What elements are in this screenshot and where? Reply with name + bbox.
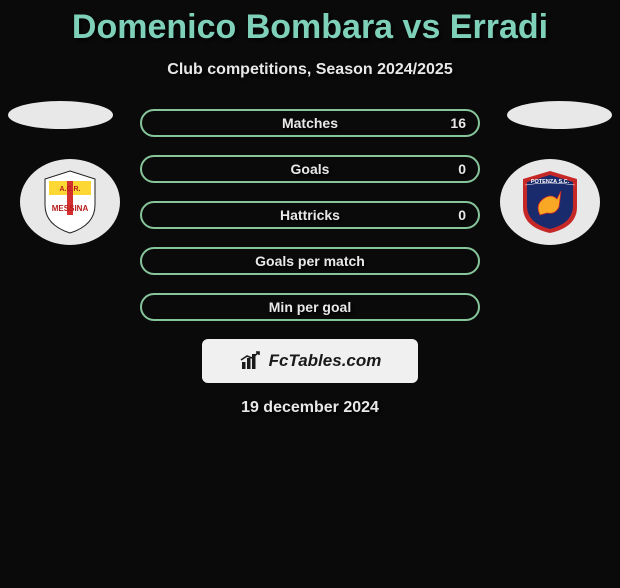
messina-crest-icon: A.C.R. MESSINA <box>35 167 105 237</box>
club-badge-right: POTENZA S.C. <box>500 159 600 245</box>
comparison-area: A.C.R. MESSINA POTENZA S.C. Matches 16 G… <box>0 109 620 417</box>
club-badge-left: A.C.R. MESSINA <box>20 159 120 245</box>
stat-bar-goals-per-match: Goals per match <box>140 247 480 275</box>
stat-bar-goals: Goals 0 <box>140 155 480 183</box>
stat-bar-min-per-goal: Min per goal <box>140 293 480 321</box>
stat-label: Matches <box>282 115 338 131</box>
stat-bar-matches: Matches 16 <box>140 109 480 137</box>
stat-label: Hattricks <box>280 207 340 223</box>
player-right-placeholder <box>507 101 612 129</box>
stat-bar-hattricks: Hattricks 0 <box>140 201 480 229</box>
brand-box: FcTables.com <box>202 339 418 383</box>
stat-value-right: 0 <box>458 161 466 177</box>
svg-text:POTENZA S.C.: POTENZA S.C. <box>531 179 570 185</box>
stat-value-right: 0 <box>458 207 466 223</box>
potenza-crest-icon: POTENZA S.C. <box>515 167 585 237</box>
stat-label: Min per goal <box>269 299 351 315</box>
stat-label: Goals <box>291 161 330 177</box>
stat-value-right: 16 <box>450 115 466 131</box>
page-title: Domenico Bombara vs Erradi <box>0 8 620 47</box>
date-footer: 19 december 2024 <box>0 399 620 417</box>
stat-label: Goals per match <box>255 253 365 269</box>
stat-bars: Matches 16 Goals 0 Hattricks 0 Goals per… <box>140 109 480 321</box>
brand-chart-icon <box>239 350 265 372</box>
player-left-placeholder <box>8 101 113 129</box>
svg-text:MESSINA: MESSINA <box>52 204 89 213</box>
svg-text:A.C.R.: A.C.R. <box>60 186 81 193</box>
subtitle: Club competitions, Season 2024/2025 <box>0 61 620 79</box>
brand-text: FcTables.com <box>269 351 382 371</box>
